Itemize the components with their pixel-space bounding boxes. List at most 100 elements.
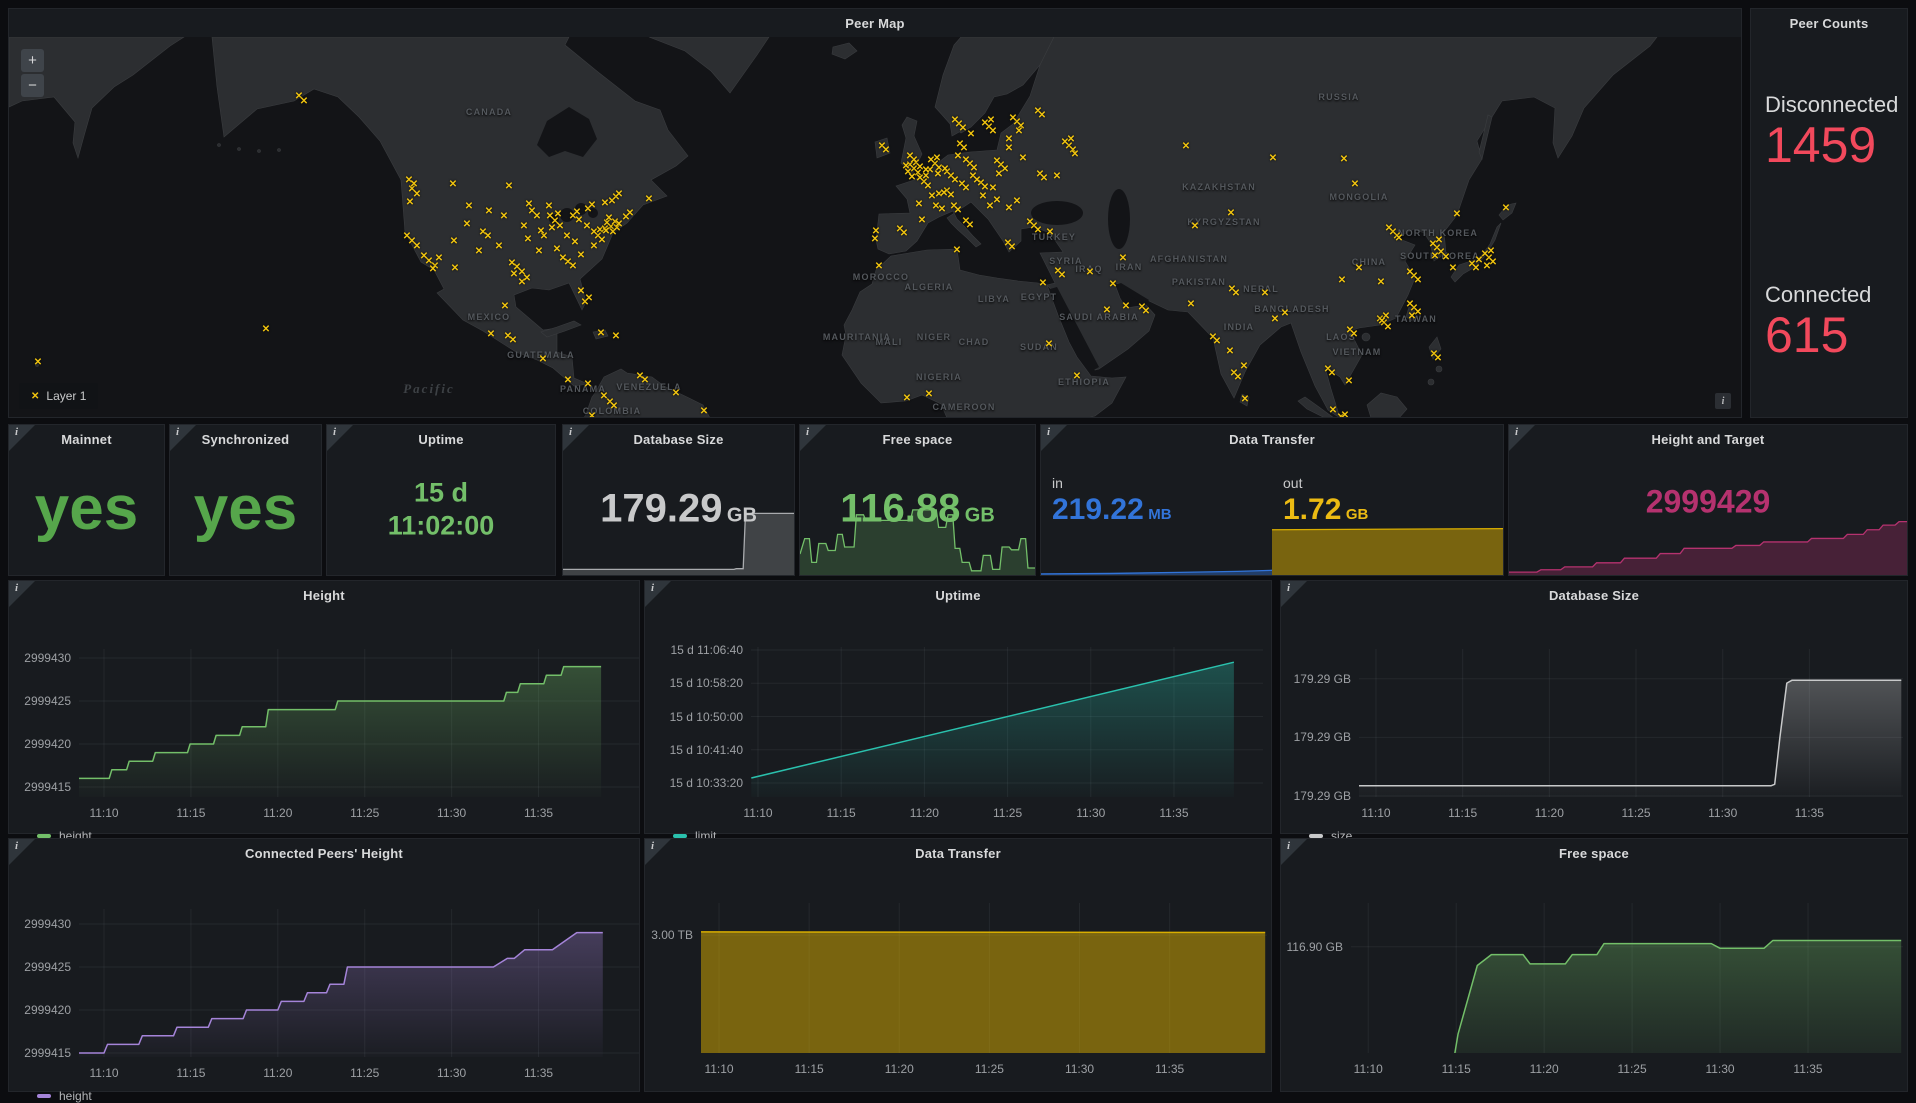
y-axis-tick-label: 2999415 [24,1045,71,1060]
peer-marker-icon: ✕ [1029,221,1039,232]
peer-marker-icon: ✕ [508,335,518,346]
peer-marker-icon: ✕ [609,401,619,412]
peer-marker-icon: ✕ [1070,149,1080,160]
database-size-stat-header[interactable]: Database Size [563,425,794,453]
info-corner-icon[interactable] [1041,425,1067,451]
legend-swatch-icon [37,834,51,838]
peer-marker-icon: ✕ [1037,110,1047,121]
peer-marker-icon: ✕ [1239,361,1249,372]
synchronized-header[interactable]: Synchronized [170,425,321,453]
peer-marker-icon: ✕ [931,201,941,212]
height-target-sparkline [1509,517,1907,575]
height-chart-header[interactable]: Height [9,581,639,609]
peer-marker-icon: ✕ [1409,271,1419,282]
database-size-chart-header[interactable]: Database Size [1281,581,1907,609]
peer-marker-icon: ✕ [261,324,271,335]
peer-marker-icon: ✕ [494,241,504,252]
info-corner-icon[interactable] [170,425,196,451]
peer-marker-icon: ✕ [574,215,584,226]
peer-marker-icon: ✕ [1007,242,1017,253]
info-corner-icon[interactable] [563,425,589,451]
peer-marker-icon: ✕ [1280,308,1290,319]
info-corner-icon[interactable] [9,425,35,451]
data-transfer-chart[interactable]: 3.00 TB 11:10 11:15 11:20 11:25 11:30 11:35 [645,867,1271,1091]
peer-marker-icon: ✕ [430,261,440,272]
x-axis-tick-label: 11:15 [176,1066,206,1080]
map-attribution-icon[interactable]: i [1715,393,1731,409]
info-corner-icon[interactable] [800,425,826,451]
peer-marker-icon: ✕ [294,91,304,102]
peer-marker-icon: ✕ [902,393,912,404]
peer-marker-icon: ✕ [1381,311,1391,322]
peer-marker-icon: ✕ [509,269,519,280]
peer-marker-icon: ✕ [611,192,621,203]
chart-legend: height [37,1089,92,1103]
peer-marker-icon: ✕ [1428,239,1438,250]
info-corner-icon[interactable] [645,581,671,607]
info-corner-icon[interactable] [1281,581,1307,607]
mainnet-header[interactable]: Mainnet [9,425,164,453]
peer-marker-icon: ✕ [969,163,979,174]
peer-marker-icon: ✕ [1118,253,1128,264]
peer-counts-header[interactable]: Peer Counts [1751,9,1907,37]
peer-marker-icon: ✕ [1004,203,1014,214]
disconnected-label: Disconnected [1765,91,1899,117]
peer-marker-icon: ✕ [1384,223,1394,234]
uptime-stat-header[interactable]: Uptime [327,425,555,453]
peer-marker-icon: ✕ [1141,306,1151,317]
y-axis-tick-label: 2999425 [24,694,71,709]
uptime-chart-header[interactable]: Uptime [645,581,1271,609]
height-chart[interactable]: 2999415 2999420 2999425 2999430 11:10 11:15 11… [9,609,639,843]
disconnected-stat: Disconnected 1459 [1751,37,1907,227]
free-space-chart-header[interactable]: Free space [1281,839,1907,867]
legend-item[interactable]: height [37,1089,92,1103]
world-map[interactable]: CANADA RUSSIA KAZAKHSTAN MONGOLIA CHINA NORTH… [9,37,1741,417]
height-target-stat-header[interactable]: Height and Target [1509,425,1907,453]
free-space-stat-header[interactable]: Free space [800,425,1035,453]
peer-marker-icon: ✕ [1033,225,1043,236]
panel-title: Database Size [633,431,724,447]
peer-marker-icon: ✕ [572,207,582,218]
free-space-chart[interactable]: 116.90 GB 11:10 11:15 11:20 11:25 11:30 11:35 [1281,867,1907,1091]
peer-map-header[interactable]: Peer Map [9,9,1741,37]
peer-marker-icon: ✕ [994,169,1004,180]
peer-marker-icon: ✕ [602,218,612,229]
database-size-chart[interactable]: 179.29 GB 179.29 GB 179.29 GB 11:10 11:15 11:… [1281,609,1907,843]
zoom-out-button[interactable]: − [21,74,44,97]
peer-marker-icon: ✕ [1434,235,1444,246]
peers-height-chart-header[interactable]: Connected Peers' Height [9,839,639,867]
peer-marker-icon: ✕ [961,155,971,166]
uptime-chart[interactable]: 15 d 10:33:20 15 d 10:41:40 15 d 10:50:00 1… [645,609,1271,843]
x-axis-tick-label: 11:10 [89,806,119,820]
data-transfer-in-stat: in 219.22 MB [1041,453,1272,575]
data-transfer-stat-header[interactable]: Data Transfer [1041,425,1503,453]
info-corner-icon[interactable] [1281,839,1307,865]
x-axis-tick-label: 11:20 [1534,806,1564,820]
peer-marker-icon: ✕ [1337,275,1347,286]
peer-marker-icon: ✕ [915,173,925,184]
peer-marker-icon: ✕ [926,155,936,166]
peer-marker-icon: ✕ [596,328,606,339]
x-axis-tick-label: 11:15 [1448,806,1478,820]
info-corner-icon[interactable] [327,425,353,451]
peer-marker-icon: ✕ [532,211,542,222]
peer-marker-icon: ✕ [958,123,968,134]
panel-title: Uptime [418,431,464,447]
peer-marker-icon: ✕ [996,160,1006,171]
info-corner-icon[interactable] [1509,425,1535,451]
panel-title: Height [303,587,345,603]
info-corner-icon[interactable] [9,839,35,865]
peers-height-chart[interactable]: 2999415 2999420 2999425 2999430 11:10 11:15 11… [9,867,639,1103]
y-axis-tick-label: 2999430 [24,651,71,666]
legend-swatch-icon [673,834,687,838]
map-layer-legend[interactable]: ✕ Layer 1 [19,383,99,409]
free-space-chart-panel: i Free space 116.90 GB 11:10 11:15 11:20 11:… [1280,838,1908,1092]
info-corner-icon[interactable] [9,581,35,607]
peer-marker-icon: ✕ [428,264,438,275]
peer-marker-icon: ✕ [1053,266,1063,277]
info-corner-icon[interactable] [645,839,671,865]
data-transfer-chart-header[interactable]: Data Transfer [645,839,1271,867]
zoom-in-button[interactable]: + [21,49,44,72]
peer-marker-icon: ✕ [919,177,929,188]
x-axis-tick-label: 11:10 [1361,806,1391,820]
